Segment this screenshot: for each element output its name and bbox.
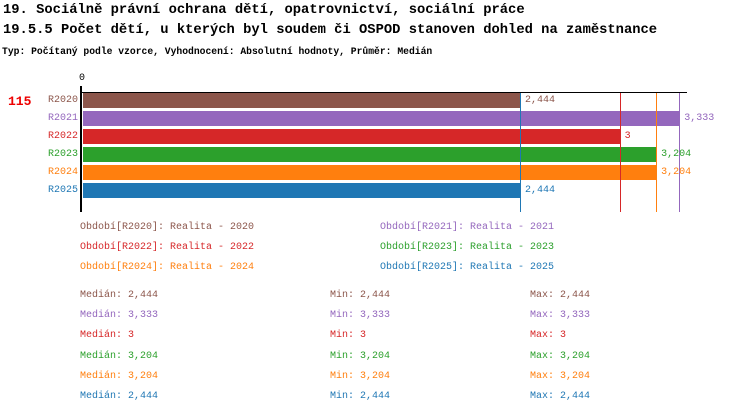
stat-median: Medián: 2,444: [80, 290, 159, 301]
bar-r2025: [83, 183, 520, 198]
stat-median: Medián: 2,444: [80, 391, 159, 402]
stat-max: Max: 3,333: [530, 310, 591, 321]
stat-min: Min: 2,444: [330, 290, 391, 301]
y-axis-line: [80, 86, 82, 212]
row-id-number: 115: [8, 94, 32, 109]
bar-r2022: [83, 129, 620, 144]
chart-title: 19.5.5 Počet dětí, u kterých byl soudem …: [3, 23, 658, 38]
stat-max: Max: 3,204: [530, 351, 591, 362]
chart-subtitle: Typ: Počítaný podle vzorce, Vyhodnocení:…: [2, 46, 433, 57]
bar-category-label: R2020: [47, 95, 78, 106]
bar-value-label: 2,444: [524, 95, 555, 106]
stat-max: Max: 3,204: [530, 371, 591, 382]
stat-median: Medián: 3: [80, 330, 135, 341]
legend-item: Období[R2023]: Realita - 2023: [380, 242, 555, 253]
bar-value-label: 3,333: [684, 113, 715, 124]
bar-value-label: 3,204: [661, 149, 692, 160]
legend-item: Období[R2021]: Realita - 2021: [380, 222, 555, 233]
legend-item: Období[R2025]: Realita - 2025: [380, 262, 555, 273]
report-section-title: 19. Sociálně právní ochrana dětí, opatro…: [3, 3, 525, 18]
median-marker-line: [679, 92, 680, 212]
bar-r2023: [83, 147, 657, 162]
bar-category-label: R2023: [47, 149, 78, 160]
bar-r2021: [83, 111, 680, 126]
bar-category-label: R2022: [47, 131, 78, 142]
bar-r2020: [83, 93, 520, 108]
median-marker-line: [620, 92, 621, 212]
legend-item: Období[R2022]: Realita - 2022: [80, 242, 255, 253]
stat-min: Min: 2,444: [330, 391, 391, 402]
stat-min: Min: 3,204: [330, 351, 391, 362]
stat-min: Min: 3,333: [330, 310, 391, 321]
bar-category-label: R2024: [47, 167, 78, 178]
stat-max: Max: 3: [530, 330, 567, 341]
stat-max: Max: 2,444: [530, 290, 591, 301]
bar-value-label: 3,204: [661, 167, 692, 178]
stat-median: Medián: 3,333: [80, 310, 159, 321]
x-axis-zero-tick-label: 0: [78, 73, 85, 84]
bar-category-label: R2021: [47, 113, 78, 124]
stat-median: Medián: 3,204: [80, 371, 159, 382]
stat-median: Medián: 3,204: [80, 351, 159, 362]
stat-max: Max: 2,444: [530, 391, 591, 402]
bar-r2024: [83, 165, 657, 180]
bar-value-label: 2,444: [524, 185, 555, 196]
bar-category-label: R2025: [47, 185, 78, 196]
median-marker-line: [520, 92, 521, 212]
legend-item: Období[R2020]: Realita - 2020: [80, 222, 255, 233]
bar-value-label: 3: [624, 131, 631, 142]
legend-item: Období[R2024]: Realita - 2024: [80, 262, 255, 273]
stat-min: Min: 3,204: [330, 371, 391, 382]
median-marker-line: [656, 92, 657, 212]
stat-min: Min: 3: [330, 330, 367, 341]
x-axis-line: [82, 92, 687, 93]
